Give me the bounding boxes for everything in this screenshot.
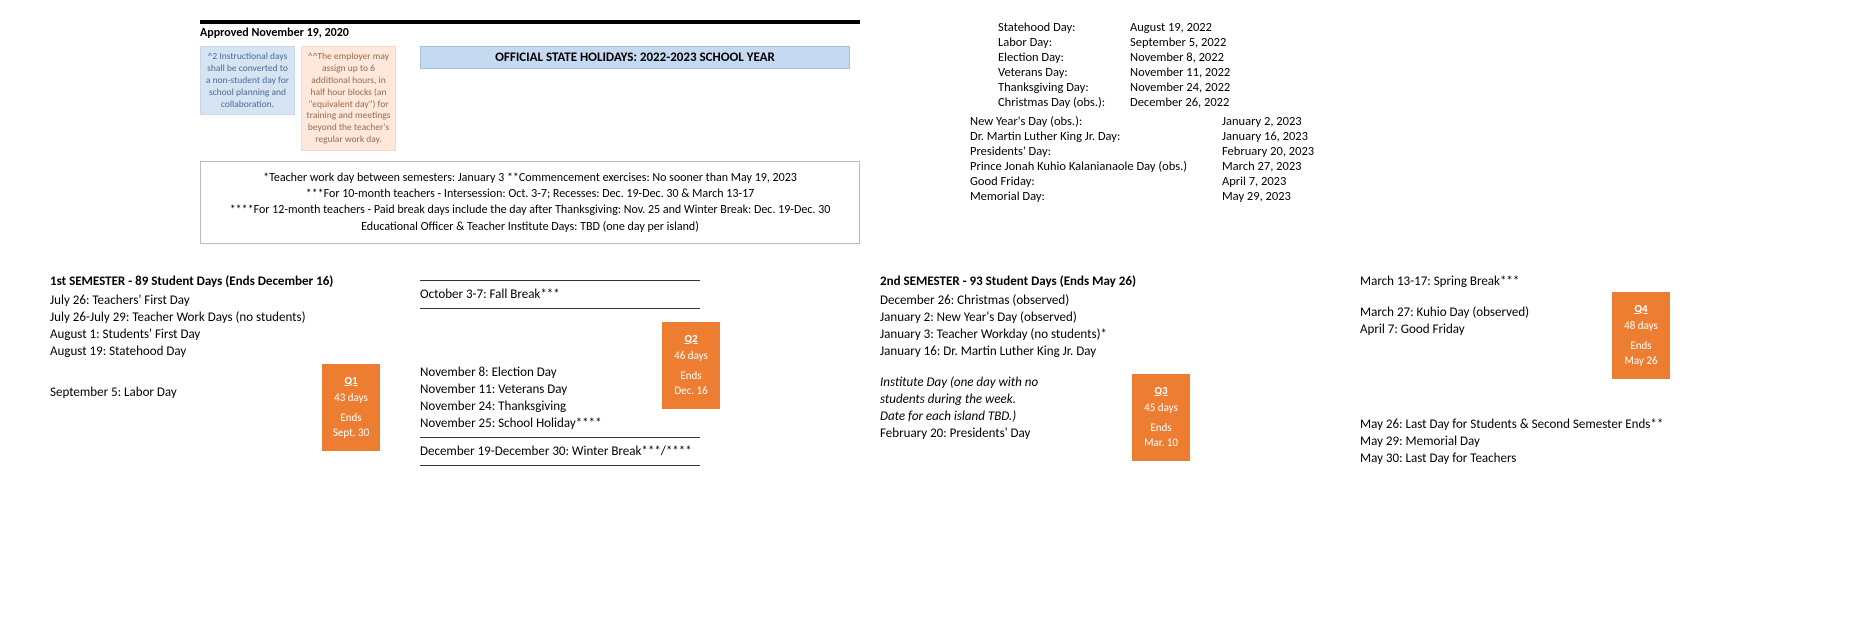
- semester1-col2: October 3-7: Fall Break*** November 8: E…: [420, 274, 760, 472]
- semester1-col1: 1st SEMESTER - 89 Student Days (Ends Dec…: [50, 274, 370, 472]
- semester2-col2: March 13-17: Spring Break*** March 27: K…: [1360, 274, 1700, 472]
- sem1-title: 1st SEMESTER - 89 Student Days (Ends Dec…: [50, 274, 370, 289]
- note-instructional: ^2 Instructional days shall be converted…: [200, 46, 295, 115]
- header-left: Approved November 19, 2020 ^2 Instructio…: [50, 20, 910, 244]
- semester2-col1: 2nd SEMESTER - 93 Student Days (Ends May…: [880, 274, 1220, 472]
- q3-badge: Q3 45 days Ends Mar. 10: [1132, 374, 1190, 461]
- holiday-banner: OFFICIAL STATE HOLIDAYS: 2022-2023 SCHOO…: [420, 46, 850, 69]
- q1-badge: Q1 43 days Ends Sept. 30: [322, 364, 380, 451]
- holiday-list: Statehood Day:August 19, 2022 Labor Day:…: [970, 20, 1314, 244]
- semesters: 1st SEMESTER - 89 Student Days (Ends Dec…: [50, 274, 1807, 472]
- q4-badge: Q4 48 days Ends May 26: [1612, 292, 1670, 379]
- rule: [200, 20, 860, 24]
- note-employer: ^^The employer may assign up to 6 additi…: [301, 46, 396, 151]
- approved-text: Approved November 19, 2020: [200, 26, 910, 40]
- footnotes-box: *Teacher work day between semesters: Jan…: [200, 161, 860, 244]
- sem2-title: 2nd SEMESTER - 93 Student Days (Ends May…: [880, 274, 1220, 289]
- header-area: Approved November 19, 2020 ^2 Instructio…: [50, 20, 1807, 244]
- footnote: *Teacher work day between semesters: Jan…: [213, 170, 847, 186]
- footnote: ****For 12-month teachers - Paid break d…: [213, 202, 847, 218]
- footnote: Educational Officer & Teacher Institute …: [213, 219, 847, 235]
- q2-badge: Q2 46 days Ends Dec. 16: [662, 322, 720, 409]
- footnote: ***For 10-month teachers - Intersession:…: [213, 186, 847, 202]
